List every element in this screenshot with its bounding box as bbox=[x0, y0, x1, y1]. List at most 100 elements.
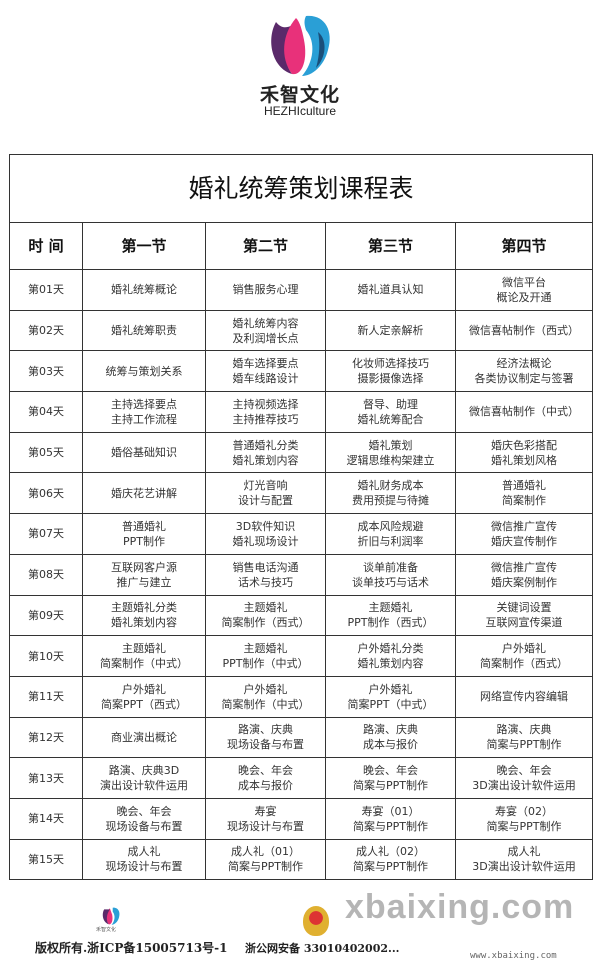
cell-text: 主题婚礼 简案制作（西式） bbox=[221, 601, 310, 630]
session-cell: 经济法概论 各类协议制定与签署 bbox=[455, 350, 593, 393]
session-cell: 化妆师选择技巧 摄影摄像选择 bbox=[325, 350, 456, 393]
table-row: 第01天 婚礼统筹概论 销售服务心理 婚礼道具认知 微信平台 概论及开通 bbox=[9, 269, 593, 311]
session-cell: 微信喜帖制作（西式） bbox=[455, 309, 593, 352]
cell-text: 网络宣传内容编辑 bbox=[480, 690, 568, 704]
session-cell: 主题婚礼 PPT制作（西式） bbox=[325, 594, 456, 637]
day-cell: 第15天 bbox=[9, 838, 83, 881]
brand-name-cn: 禾智文化 bbox=[259, 84, 340, 106]
police-record-text[interactable]: 浙公网安备 33010402002... bbox=[245, 942, 400, 955]
table-row: 第11天 户外婚礼 简案PPT（西式） 户外婚礼 简案制作（中式） 户外婚礼 简案PP… bbox=[9, 675, 593, 718]
session-cell: 普通婚礼 简案制作 bbox=[455, 472, 593, 515]
session-cell: 晚会、年会 3D演出设计软件运用 bbox=[455, 757, 593, 799]
cell-text: 晚会、年会 3D演出设计软件运用 bbox=[472, 764, 576, 793]
cell-text: 户外婚礼 简案PPT（西式） bbox=[101, 682, 187, 711]
table-row: 第08天 互联网客户源 推广与建立 销售电话沟通 话术与技巧 谈单前准备 谈单技巧与话… bbox=[9, 553, 593, 596]
cell-text: 婚庆色彩搭配 婚礼策划风格 bbox=[491, 438, 557, 467]
session-cell: 主持选择要点 主持工作流程 bbox=[82, 391, 206, 433]
table-row: 第04天 主持选择要点 主持工作流程 主持视频选择 主持推荐技巧 督导、助理 婚礼统筹… bbox=[9, 391, 593, 433]
day-cell: 第08天 bbox=[9, 553, 83, 596]
session-cell: 普通婚礼分类 婚礼策划内容 bbox=[205, 431, 326, 474]
table-row: 第14天 晚会、年会 现场设备与布置 寿宴 现场设计与布置 寿宴（01） 简案与PPT… bbox=[9, 797, 593, 840]
cell-text: 谈单前准备 谈单技巧与话术 bbox=[352, 560, 429, 589]
cell-text: 第04天 bbox=[28, 405, 64, 419]
cell-text: 关键词设置 互联网宣传渠道 bbox=[485, 601, 563, 630]
cell-text: 成人礼（01） 简案与PPT制作 bbox=[228, 845, 303, 874]
cell-text: 商业演出概论 bbox=[111, 730, 177, 744]
session-cell: 谈单前准备 谈单技巧与话术 bbox=[325, 553, 456, 596]
session-cell: 微信推广宣传 婚庆宣传制作 bbox=[455, 513, 593, 555]
session-cell: 晚会、年会 简案与PPT制作 bbox=[325, 757, 456, 799]
table-row: 第15天 成人礼 现场设计与布置 成人礼（01） 简案与PPT制作 成人礼（02） 简… bbox=[9, 838, 593, 881]
cell-text: 主题婚礼 PPT制作（中式） bbox=[222, 642, 309, 671]
session-cell: 主题婚礼分类 婚礼策划内容 bbox=[82, 594, 206, 637]
session-cell: 成人礼（02） 简案与PPT制作 bbox=[325, 838, 456, 881]
session-cell: 主题婚礼 简案制作（西式） bbox=[205, 594, 326, 637]
cell-text: 主题婚礼分类 婚礼策划内容 bbox=[111, 601, 177, 630]
cell-text: 户外婚礼分类 婚礼策划内容 bbox=[357, 642, 424, 671]
column-header: 第四节 bbox=[455, 222, 593, 270]
cell-text: 婚礼统筹内容 及利润增长点 bbox=[232, 316, 299, 345]
cell-text: 督导、助理 婚礼统筹配合 bbox=[357, 397, 424, 426]
cell-text: 第07天 bbox=[28, 527, 64, 541]
cell-text: 化妆师选择技巧 摄影摄像选择 bbox=[352, 357, 429, 386]
session-cell: 主题婚礼 简案制作（中式） bbox=[82, 635, 206, 677]
day-cell: 第03天 bbox=[9, 350, 83, 393]
session-cell: 路演、庆典3D 演出设计软件运用 bbox=[82, 757, 206, 799]
cell-text: 微信推广宣传 婚庆案例制作 bbox=[491, 560, 557, 589]
table-row: 第09天 主题婚礼分类 婚礼策划内容 主题婚礼 简案制作（西式） 主题婚礼 PPT制作… bbox=[9, 594, 593, 637]
session-cell: 统筹与策划关系 bbox=[82, 350, 206, 393]
cell-text: 婚车选择要点 婚车线路设计 bbox=[232, 357, 299, 386]
table-row: 第03天 统筹与策划关系 婚车选择要点 婚车线路设计 化妆师选择技巧 摄影摄像选择 经济… bbox=[9, 350, 593, 393]
session-cell: 网络宣传内容编辑 bbox=[455, 675, 593, 718]
cell-text: 3D软件知识 婚礼现场设计 bbox=[232, 519, 299, 548]
footer-logo-text: 禾智文化 bbox=[96, 927, 117, 933]
cell-text: 第05天 bbox=[28, 446, 64, 460]
cell-text: 主持选择要点 主持工作流程 bbox=[111, 397, 177, 426]
session-cell: 婚庆色彩搭配 婚礼策划风格 bbox=[455, 431, 593, 474]
cell-text: 路演、庆典3D 演出设计软件运用 bbox=[100, 764, 188, 793]
cell-text: 婚礼道具认知 bbox=[357, 283, 424, 297]
cell-text: 成本风险规避 折旧与利润率 bbox=[357, 519, 424, 548]
day-cell: 第07天 bbox=[9, 513, 83, 555]
session-cell: 晚会、年会 现场设备与布置 bbox=[82, 797, 206, 840]
cell-text: 婚礼统筹概论 bbox=[111, 283, 177, 297]
cell-text: 第13天 bbox=[28, 771, 64, 785]
session-cell: 商业演出概论 bbox=[82, 716, 206, 759]
cell-text: 第10天 bbox=[28, 649, 64, 663]
cell-text: 寿宴 现场设计与布置 bbox=[227, 804, 304, 833]
watermark: xbaixing.com bbox=[345, 888, 575, 926]
cell-text: 第15天 bbox=[28, 852, 64, 866]
day-cell: 第04天 bbox=[9, 391, 83, 433]
session-cell: 寿宴（02） 简案与PPT制作 bbox=[455, 797, 593, 840]
cell-text: 普通婚礼 PPT制作 bbox=[122, 519, 166, 548]
cell-text: 婚礼策划 逻辑思维构架建立 bbox=[346, 438, 435, 467]
session-cell: 微信喜帖制作（中式） bbox=[455, 391, 593, 433]
session-cell: 成人礼 3D演出设计软件运用 bbox=[455, 838, 593, 881]
cell-text: 寿宴（02） 简案与PPT制作 bbox=[486, 804, 562, 833]
day-cell: 第02天 bbox=[9, 309, 83, 352]
session-cell: 晚会、年会 成本与报价 bbox=[205, 757, 326, 799]
table-row: 第10天 主题婚礼 简案制作（中式） 主题婚礼 PPT制作（中式） 户外婚礼分类 婚礼… bbox=[9, 635, 593, 677]
session-cell: 灯光音响 设计与配置 bbox=[205, 472, 326, 515]
session-cell: 户外婚礼 简案制作（西式） bbox=[455, 635, 593, 677]
cell-text: 销售服务心理 bbox=[232, 283, 299, 297]
cell-text: 第11天 bbox=[28, 690, 64, 704]
session-cell: 普通婚礼 PPT制作 bbox=[82, 513, 206, 555]
cell-text: 路演、庆典 成本与报价 bbox=[363, 723, 418, 752]
session-cell: 婚俗基础知识 bbox=[82, 431, 206, 474]
session-cell: 婚礼策划 逻辑思维构架建立 bbox=[325, 431, 456, 474]
cell-text: 寿宴（01） 简案与PPT制作 bbox=[353, 804, 428, 833]
day-cell: 第06天 bbox=[9, 472, 83, 515]
session-cell: 婚礼统筹概论 bbox=[82, 269, 206, 311]
cell-text: 成人礼 现场设计与布置 bbox=[105, 845, 183, 874]
cell-text: 晚会、年会 成本与报价 bbox=[238, 764, 293, 793]
cell-text: 销售电话沟通 话术与技巧 bbox=[232, 560, 299, 589]
brand-name-en: HEZHIculture bbox=[263, 104, 337, 118]
cell-text: 微信喜帖制作（中式） bbox=[469, 405, 579, 419]
cell-text: 第09天 bbox=[28, 608, 64, 622]
footer-logo-icon bbox=[102, 907, 120, 925]
cell-text: 第01天 bbox=[28, 283, 64, 297]
session-cell: 成人礼（01） 简案与PPT制作 bbox=[205, 838, 326, 881]
session-cell: 关键词设置 互联网宣传渠道 bbox=[455, 594, 593, 637]
session-cell: 路演、庆典 成本与报价 bbox=[325, 716, 456, 759]
